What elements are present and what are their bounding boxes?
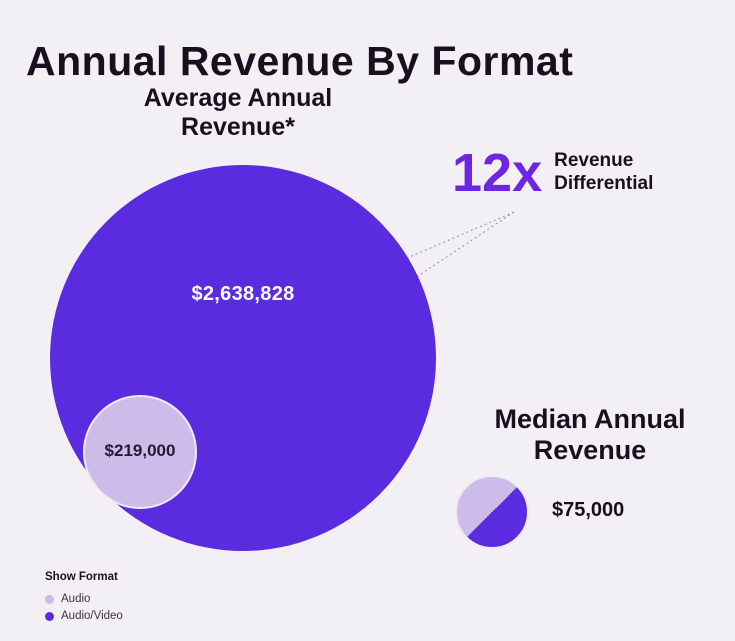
audio-bubble[interactable]: $219,000 <box>83 395 197 509</box>
legend-item-label: Audio <box>61 593 91 605</box>
median-value-label: $75,000 <box>552 499 625 521</box>
audio-value-label: $219,000 <box>104 441 176 460</box>
page-title: Annual Revenue By Format <box>26 38 574 85</box>
legend-item-audio[interactable]: Audio <box>45 593 123 605</box>
median-revenue-bubble[interactable] <box>455 475 529 549</box>
differential-label: Revenue Differential <box>554 150 654 194</box>
legend-heading: Show Format <box>45 571 118 583</box>
differential-multiplier: 12x <box>452 143 543 203</box>
audio-video-value-label: $2,638,828 <box>191 283 295 305</box>
audio-swatch-icon <box>45 594 54 604</box>
legend: Show Format Audio Audio/Video <box>45 571 123 627</box>
audio-video-swatch-icon <box>45 611 54 621</box>
legend-item-audio-video[interactable]: Audio/Video <box>45 610 123 622</box>
average-revenue-heading: Average Annual Revenue* <box>143 84 333 141</box>
legend-item-label: Audio/Video <box>61 610 123 622</box>
revenue-differential-annotation: 12x Revenue Differential <box>452 146 674 200</box>
median-revenue-heading: Median Annual Revenue <box>494 404 686 466</box>
